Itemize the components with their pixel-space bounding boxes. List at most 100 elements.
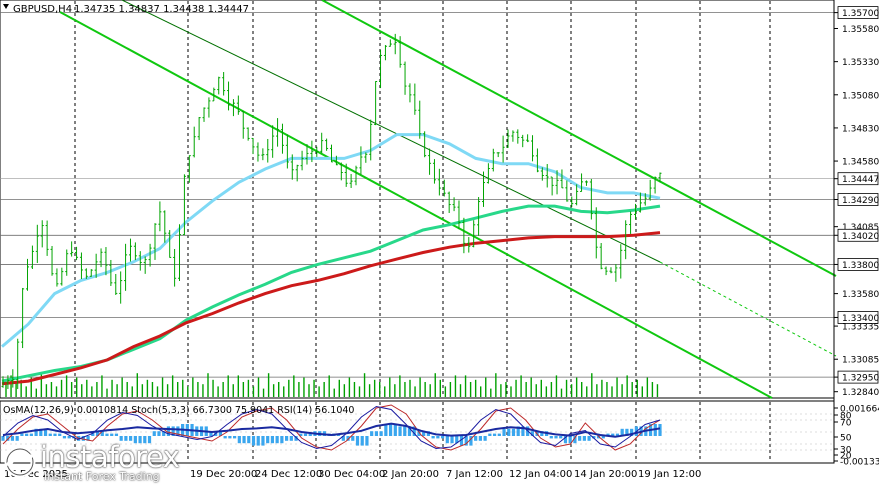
- osma-bar: [171, 426, 175, 436]
- osma-bar: [284, 436, 289, 441]
- price-tick-label: 1.32840: [842, 388, 879, 398]
- price-tick-label: 1.34580: [842, 158, 879, 168]
- channel-lower-line: [59, 11, 773, 399]
- osma-bar: [147, 436, 152, 444]
- osma-bar: [58, 433, 62, 436]
- osma-bar: [554, 436, 558, 439]
- osma-bar: [129, 436, 133, 441]
- channel-upper-line: [321, 0, 837, 277]
- osma-bar: [469, 436, 473, 446]
- indicator-tick-label: -0.001337: [840, 458, 879, 468]
- osma-bar: [34, 428, 38, 436]
- osma-bar: [110, 433, 114, 436]
- osma-bar: [478, 436, 482, 441]
- osma-bar: [105, 433, 109, 436]
- osma-bar: [138, 436, 142, 444]
- osma-bar: [62, 436, 67, 439]
- osma-bar: [370, 431, 374, 436]
- osma-bar: [578, 436, 582, 441]
- osma-bar: [502, 428, 506, 436]
- osma-bar: [403, 426, 407, 436]
- osma-bar: [341, 436, 345, 441]
- osma-bar: [582, 436, 586, 441]
- price-label-box: [837, 172, 879, 186]
- osma-bar: [1, 436, 5, 441]
- symbol-header: GBPUSD,H4 1.34735 1.34837 1.34438 1.3444…: [3, 4, 249, 15]
- osma-bar: [6, 436, 10, 441]
- time-label: 16 Dec 2025: [4, 469, 68, 480]
- indicator-tick-label: 30: [840, 446, 852, 456]
- osma-bar: [521, 426, 525, 436]
- osma-bar: [176, 426, 180, 436]
- osma-bar: [568, 436, 572, 444]
- price-tick-label: 1.35580: [842, 25, 879, 35]
- osma-bar: [630, 428, 634, 436]
- osma-bar: [20, 433, 24, 436]
- osma-bar: [606, 433, 610, 436]
- ohlc-values: 1.34735 1.34837 1.34438 1.34447: [74, 4, 249, 15]
- symbol-label: GBPUSD,H4: [13, 4, 72, 15]
- osma-bar: [587, 436, 591, 441]
- osma-bar: [464, 436, 468, 446]
- osma-bar: [620, 428, 624, 436]
- volume-layer: [5, 373, 659, 397]
- osma-bar: [573, 436, 577, 444]
- price-axis: 1.35700 1.35580 1.35330 1.35080 1.34830 1.345…: [833, 0, 879, 468]
- osma-bar: [95, 431, 100, 436]
- indicator-tick-label: 0.001664: [840, 405, 879, 415]
- osma-bar: [355, 436, 360, 446]
- osma-bar: [162, 431, 166, 436]
- osma-bar: [374, 431, 379, 436]
- osma-bar: [440, 436, 445, 439]
- osma-bar: [422, 431, 426, 436]
- osma-bar: [417, 431, 421, 436]
- price-tick-label: 1.34447: [842, 175, 879, 185]
- time-label: 24 Dec 12:00: [255, 469, 322, 480]
- price-label-box: [837, 228, 879, 242]
- osma-bar: [303, 433, 308, 436]
- osma-bar: [266, 436, 270, 444]
- osma-bar: [43, 428, 48, 436]
- channel-layer: [59, 0, 837, 399]
- price-tick-label: 1.33335: [842, 323, 879, 333]
- time-label: 14 Jan 20:00: [574, 469, 637, 480]
- osma-bar: [407, 426, 412, 436]
- osma-bar: [308, 433, 312, 436]
- osma-bar: [166, 426, 171, 436]
- osma-bar: [39, 428, 43, 436]
- osma-bar: [540, 431, 544, 436]
- osma-bar: [549, 436, 553, 439]
- osma-bar: [658, 424, 662, 436]
- osma-bar: [384, 424, 388, 436]
- osma-bar: [596, 436, 601, 439]
- osma-bar: [497, 433, 501, 436]
- time-label: 30 Dec 04:00: [318, 469, 385, 480]
- price-tick-label: 1.33580: [842, 290, 879, 300]
- indicator-tick-label: 80: [840, 412, 852, 422]
- osma-bar: [247, 436, 251, 444]
- grid-layer: [74, 1, 771, 462]
- osma-bar: [625, 428, 629, 436]
- osma-bar: [15, 436, 19, 441]
- osma-bar: [29, 433, 33, 436]
- price-tick-label: 1.33800: [842, 261, 879, 271]
- osma-bar: [601, 436, 605, 439]
- osma-bar: [119, 436, 123, 441]
- price-tick-label: 1.34085: [842, 223, 879, 233]
- price-tick-label: 1.33085: [842, 356, 879, 366]
- osma-bar: [223, 436, 227, 439]
- price-tick-label: 1.32950: [842, 374, 879, 384]
- price-tick-label: 1.33400: [842, 314, 879, 324]
- price-tick-label: 1.35330: [842, 58, 879, 68]
- osma-bar: [152, 431, 156, 436]
- osma-bar: [379, 431, 383, 436]
- osma-bar: [143, 436, 147, 444]
- osma-bar: [53, 433, 57, 436]
- osma-bar: [256, 436, 260, 446]
- osma-bar: [483, 436, 487, 441]
- osma-bar: [67, 436, 71, 439]
- time-label: 19 Jan 12:00: [638, 469, 701, 480]
- indicator-layer: [0, 404, 834, 451]
